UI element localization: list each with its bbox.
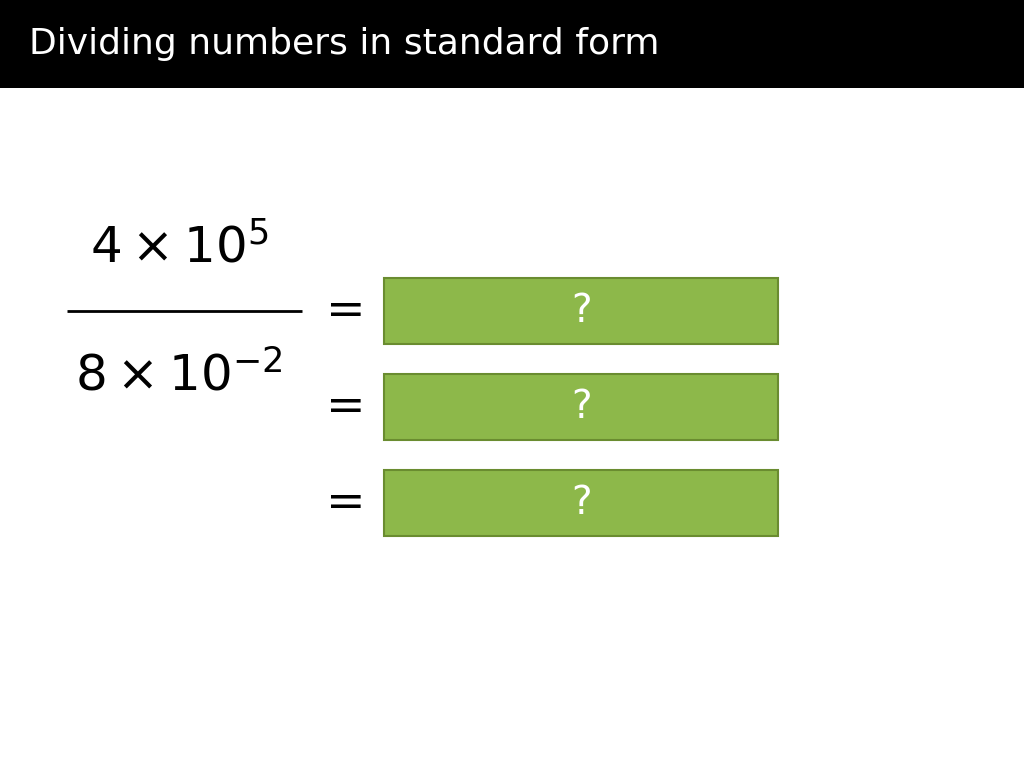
Text: Dividing numbers in standard form: Dividing numbers in standard form bbox=[29, 27, 659, 61]
Text: =: = bbox=[327, 289, 366, 333]
FancyBboxPatch shape bbox=[384, 470, 778, 536]
Text: =: = bbox=[327, 385, 366, 429]
Text: =: = bbox=[327, 481, 366, 525]
Text: ?: ? bbox=[570, 388, 592, 426]
Text: ?: ? bbox=[570, 292, 592, 330]
FancyBboxPatch shape bbox=[0, 0, 1024, 88]
Text: $8 \times 10^{-2}$: $8 \times 10^{-2}$ bbox=[76, 352, 283, 401]
Text: $4 \times 10^{5}$: $4 \times 10^{5}$ bbox=[90, 223, 268, 273]
FancyBboxPatch shape bbox=[384, 375, 778, 439]
Text: ?: ? bbox=[570, 484, 592, 522]
FancyBboxPatch shape bbox=[384, 279, 778, 344]
